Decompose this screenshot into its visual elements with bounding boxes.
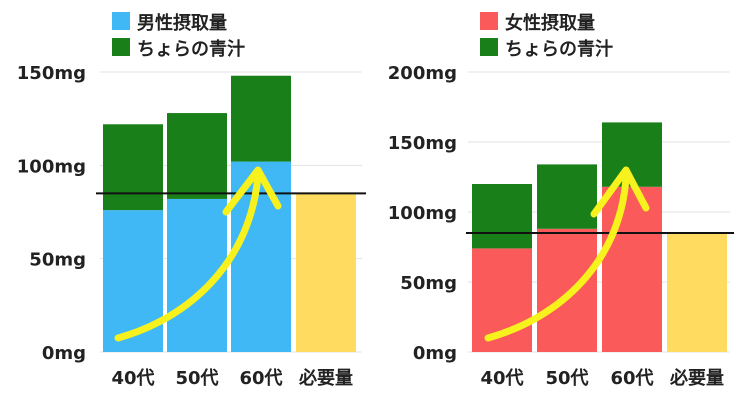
y-tick-label: 50mg [400,273,457,294]
bar-segment [602,186,662,352]
y-tick-label: 150mg [17,63,86,84]
legend-label: 男性摂取量 [137,12,227,34]
y-tick-label: 100mg [17,156,86,177]
legend-label: 女性摂取量 [505,12,595,34]
x-category-label: 60代 [239,368,282,389]
bar-segment [667,233,727,352]
x-category-label: 必要量 [298,367,353,389]
legend-swatch [112,12,130,30]
chart-2: 0mg 50mg 100mg 150mg 200mg 40代 50代 60代 必要量 女性摂取量ち… [388,12,734,389]
bar-segment [537,228,597,352]
bar-segment [231,75,291,162]
y-tick-label: 0mg [413,343,457,364]
y-tick-label: 0mg [42,343,86,364]
legend-swatch [480,38,498,56]
bar-segment [537,164,597,229]
bar-segment [103,124,163,211]
arrow-head-icon [590,166,650,218]
bar-segment [167,113,227,199]
x-category-label: 40代 [480,368,523,389]
x-category-label: 50代 [545,368,588,389]
x-category-label: 必要量 [669,367,724,389]
bar-segment [296,193,356,352]
y-tick-label: 150mg [388,133,457,154]
legend-swatch [112,38,130,56]
legend-swatch [480,12,498,30]
arrow-head-icon [222,166,282,216]
legend-label: ちょらの青汁 [505,38,613,60]
arrow-icon [114,172,262,342]
x-category-label: 40代 [111,368,154,389]
y-tick-label: 100mg [388,203,457,224]
x-category-label: 60代 [610,368,653,389]
x-category-label: 50代 [175,368,218,389]
arrow-icon [484,174,630,342]
legend-label: ちょらの青汁 [137,38,245,60]
y-tick-label: 200mg [388,63,457,84]
y-tick-label: 50mg [29,250,86,271]
bar-segment [472,184,532,249]
